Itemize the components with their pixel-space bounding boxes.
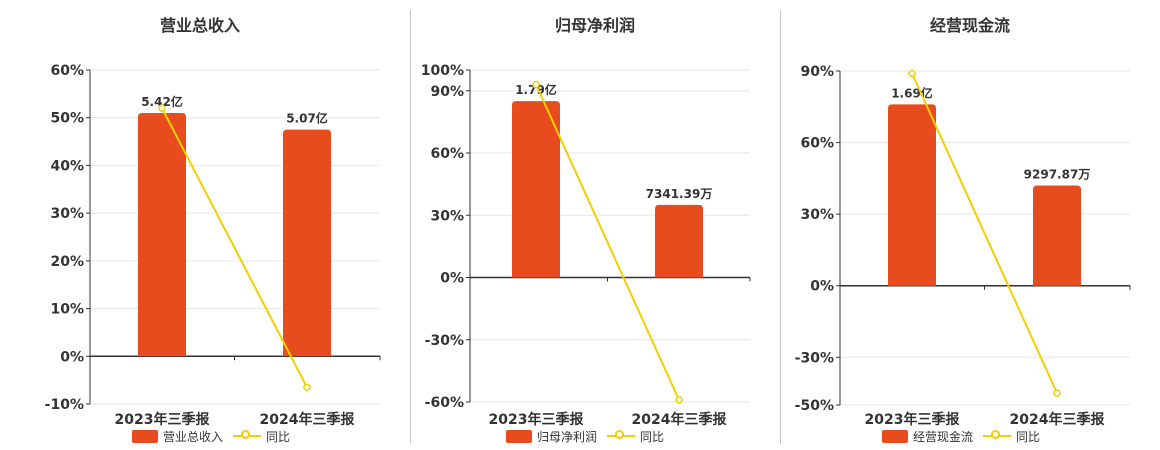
bar-value-label: 5.07亿 bbox=[286, 111, 328, 126]
yoy-point bbox=[908, 69, 916, 78]
y-tick-label: -30% bbox=[425, 333, 464, 349]
bar bbox=[512, 101, 560, 278]
bar-value-label: 1.79亿 bbox=[515, 82, 557, 97]
legend-line-label: 同比 bbox=[1016, 429, 1041, 444]
legend-line-swatch bbox=[607, 429, 636, 443]
y-tick-label: 60% bbox=[800, 136, 834, 152]
y-tick-label: 50% bbox=[50, 111, 84, 127]
y-tick-label: 30% bbox=[800, 207, 834, 223]
bar-value-label: 9297.87万 bbox=[1024, 168, 1091, 182]
bar bbox=[283, 129, 331, 357]
legend-bar-label: 营业总收入 bbox=[163, 429, 224, 444]
legend-bar-label: 经营现金流 bbox=[913, 429, 974, 444]
bar bbox=[655, 204, 703, 278]
y-tick-label: -50% bbox=[795, 398, 834, 414]
y-tick-label: 90% bbox=[800, 64, 834, 80]
y-tick-label: -60% bbox=[425, 395, 464, 411]
y-tick-label: -30% bbox=[795, 350, 834, 366]
y-tick-label: 90% bbox=[430, 84, 464, 100]
chart-panel: 经营现金流 bbox=[780, 0, 1160, 450]
yoy-point bbox=[303, 383, 311, 392]
yoy-line bbox=[161, 107, 308, 388]
legend-line-label: 同比 bbox=[266, 429, 291, 444]
y-tick-label: 60% bbox=[430, 146, 464, 162]
legend-line-swatch bbox=[233, 429, 262, 443]
bar bbox=[138, 112, 186, 357]
y-tick-label: 10% bbox=[50, 302, 84, 318]
x-category-label: 2023年三季报 bbox=[115, 411, 210, 428]
bar-value-label: 5.42亿 bbox=[141, 94, 183, 109]
bar bbox=[1033, 185, 1081, 286]
chart-panel: 营业总收入 bbox=[0, 0, 400, 450]
chart-title: 经营现金流 bbox=[929, 16, 1010, 35]
y-tick-label: 40% bbox=[50, 158, 84, 174]
yoy-line bbox=[535, 84, 680, 401]
panel-divider bbox=[410, 10, 411, 444]
panel-divider bbox=[780, 10, 781, 444]
y-tick-label: 30% bbox=[430, 208, 464, 224]
legend-line-swatch bbox=[983, 429, 1012, 443]
x-category-label: 2023年三季报 bbox=[489, 411, 584, 428]
legend-bar-swatch bbox=[882, 429, 908, 443]
yoy-point bbox=[158, 104, 166, 112]
chart-title: 营业总收入 bbox=[159, 16, 240, 35]
legend-line-label: 同比 bbox=[640, 429, 665, 444]
chart-panel: 归母净利润 bbox=[410, 0, 780, 450]
legend-bar-label: 归母净利润 bbox=[537, 429, 598, 444]
x-category-label: 2023年三季报 bbox=[865, 411, 960, 428]
legend-bar-swatch bbox=[506, 429, 532, 443]
yoy-line bbox=[911, 72, 1058, 394]
y-tick-label: 0% bbox=[810, 279, 834, 295]
chart-legend: 归母净利润 同比 bbox=[506, 427, 664, 445]
y-tick-label: 30% bbox=[50, 206, 84, 222]
y-tick-label: 0% bbox=[60, 349, 84, 365]
y-tick-label: 60% bbox=[50, 63, 84, 79]
bar-value-label: 1.69亿 bbox=[891, 85, 933, 100]
y-tick-label: -10% bbox=[45, 397, 84, 413]
chart-title: 归母净利润 bbox=[554, 16, 635, 35]
y-tick-label: 0% bbox=[440, 271, 464, 287]
yoy-point bbox=[532, 80, 540, 89]
y-tick-label: 20% bbox=[50, 254, 84, 270]
bar bbox=[888, 104, 936, 286]
x-category-label: 2024年三季报 bbox=[632, 411, 727, 428]
bar-value-label: 7341.39万 bbox=[646, 187, 713, 201]
y-tick-label: 100% bbox=[421, 63, 464, 79]
legend-bar-swatch bbox=[132, 429, 158, 443]
yoy-point bbox=[1053, 389, 1061, 397]
yoy-point bbox=[675, 396, 683, 404]
x-category-label: 2024年三季报 bbox=[1010, 411, 1105, 428]
chart-legend: 经营现金流 同比 bbox=[882, 427, 1040, 445]
chart-legend: 营业总收入 同比 bbox=[132, 427, 290, 445]
x-category-label: 2024年三季报 bbox=[260, 411, 355, 428]
